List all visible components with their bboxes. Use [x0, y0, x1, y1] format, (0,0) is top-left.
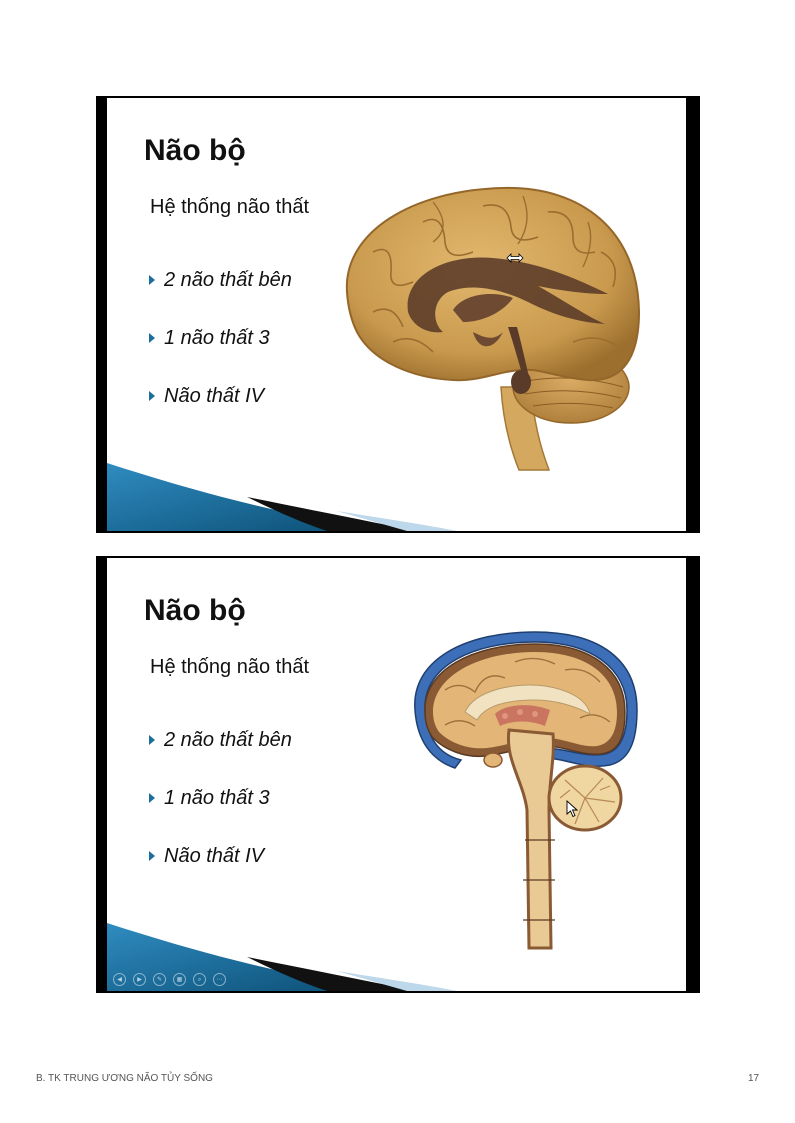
slide-subtitle: Hệ thống não thất: [150, 196, 310, 218]
page-footer-title: B. TK TRUNG ƯƠNG NÃO TỦY SỐNG: [36, 1073, 213, 1084]
bullet-text: Não thất IV: [164, 844, 265, 867]
bullet-arrow-icon: [149, 735, 155, 745]
resize-horizontal-icon: [506, 253, 524, 263]
bullet-item: Não thất IV: [149, 827, 292, 885]
pen-icon[interactable]: ✎: [153, 973, 166, 986]
slide-title: Não bộ: [144, 594, 246, 627]
brain-ventricles-illustration: [345, 186, 641, 471]
bullet-arrow-icon: [149, 391, 155, 401]
more-icon[interactable]: ⋯: [213, 973, 226, 986]
slide-1: Não bộ Hệ thống não thất 2 não thất bên …: [96, 96, 700, 533]
bullet-text: 2 não thất bên: [164, 268, 292, 291]
slide-decoration-swoosh: [107, 923, 457, 991]
bullet-arrow-icon: [149, 333, 155, 343]
page-number: 17: [748, 1073, 760, 1084]
slide-1-canvas: Não bộ Hệ thống não thất 2 não thất bên …: [107, 98, 686, 531]
brain-sagittal-section-illustration: [414, 631, 638, 950]
previous-icon[interactable]: ◀: [113, 973, 126, 986]
bullet-item: 1 não thất 3: [149, 769, 292, 827]
bullet-list: 2 não thất bên 1 não thất 3 Não thất IV: [149, 711, 292, 885]
bullet-text: 1 não thất 3: [164, 786, 270, 809]
bullet-text: 2 não thất bên: [164, 728, 292, 751]
slide-2-canvas: Não bộ Hệ thống não thất 2 não thất bên …: [107, 558, 686, 991]
zoom-icon[interactable]: ⌕: [193, 973, 206, 986]
slide-decoration-swoosh: [107, 463, 457, 531]
bullet-item: 2 não thất bên: [149, 711, 292, 769]
bullet-text: Não thất IV: [164, 384, 265, 407]
next-icon[interactable]: ▶: [133, 973, 146, 986]
slide-subtitle: Hệ thống não thất: [150, 656, 310, 678]
bullet-text: 1 não thất 3: [164, 326, 270, 349]
slides-grid-icon[interactable]: ▦: [173, 973, 186, 986]
arrow-pointer-icon: [566, 800, 578, 818]
bullet-arrow-icon: [149, 793, 155, 803]
bullet-arrow-icon: [149, 851, 155, 861]
bullet-item: Não thất IV: [149, 367, 292, 425]
bullet-item: 2 não thất bên: [149, 251, 292, 309]
slideshow-controls: ◀ ▶ ✎ ▦ ⌕ ⋯: [113, 973, 226, 986]
bullet-arrow-icon: [149, 275, 155, 285]
bullet-item: 1 não thất 3: [149, 309, 292, 367]
slide-2: Não bộ Hệ thống não thất 2 não thất bên …: [96, 556, 700, 993]
bullet-list: 2 não thất bên 1 não thất 3 Não thất IV: [149, 251, 292, 425]
slide-title: Não bộ: [144, 134, 246, 167]
